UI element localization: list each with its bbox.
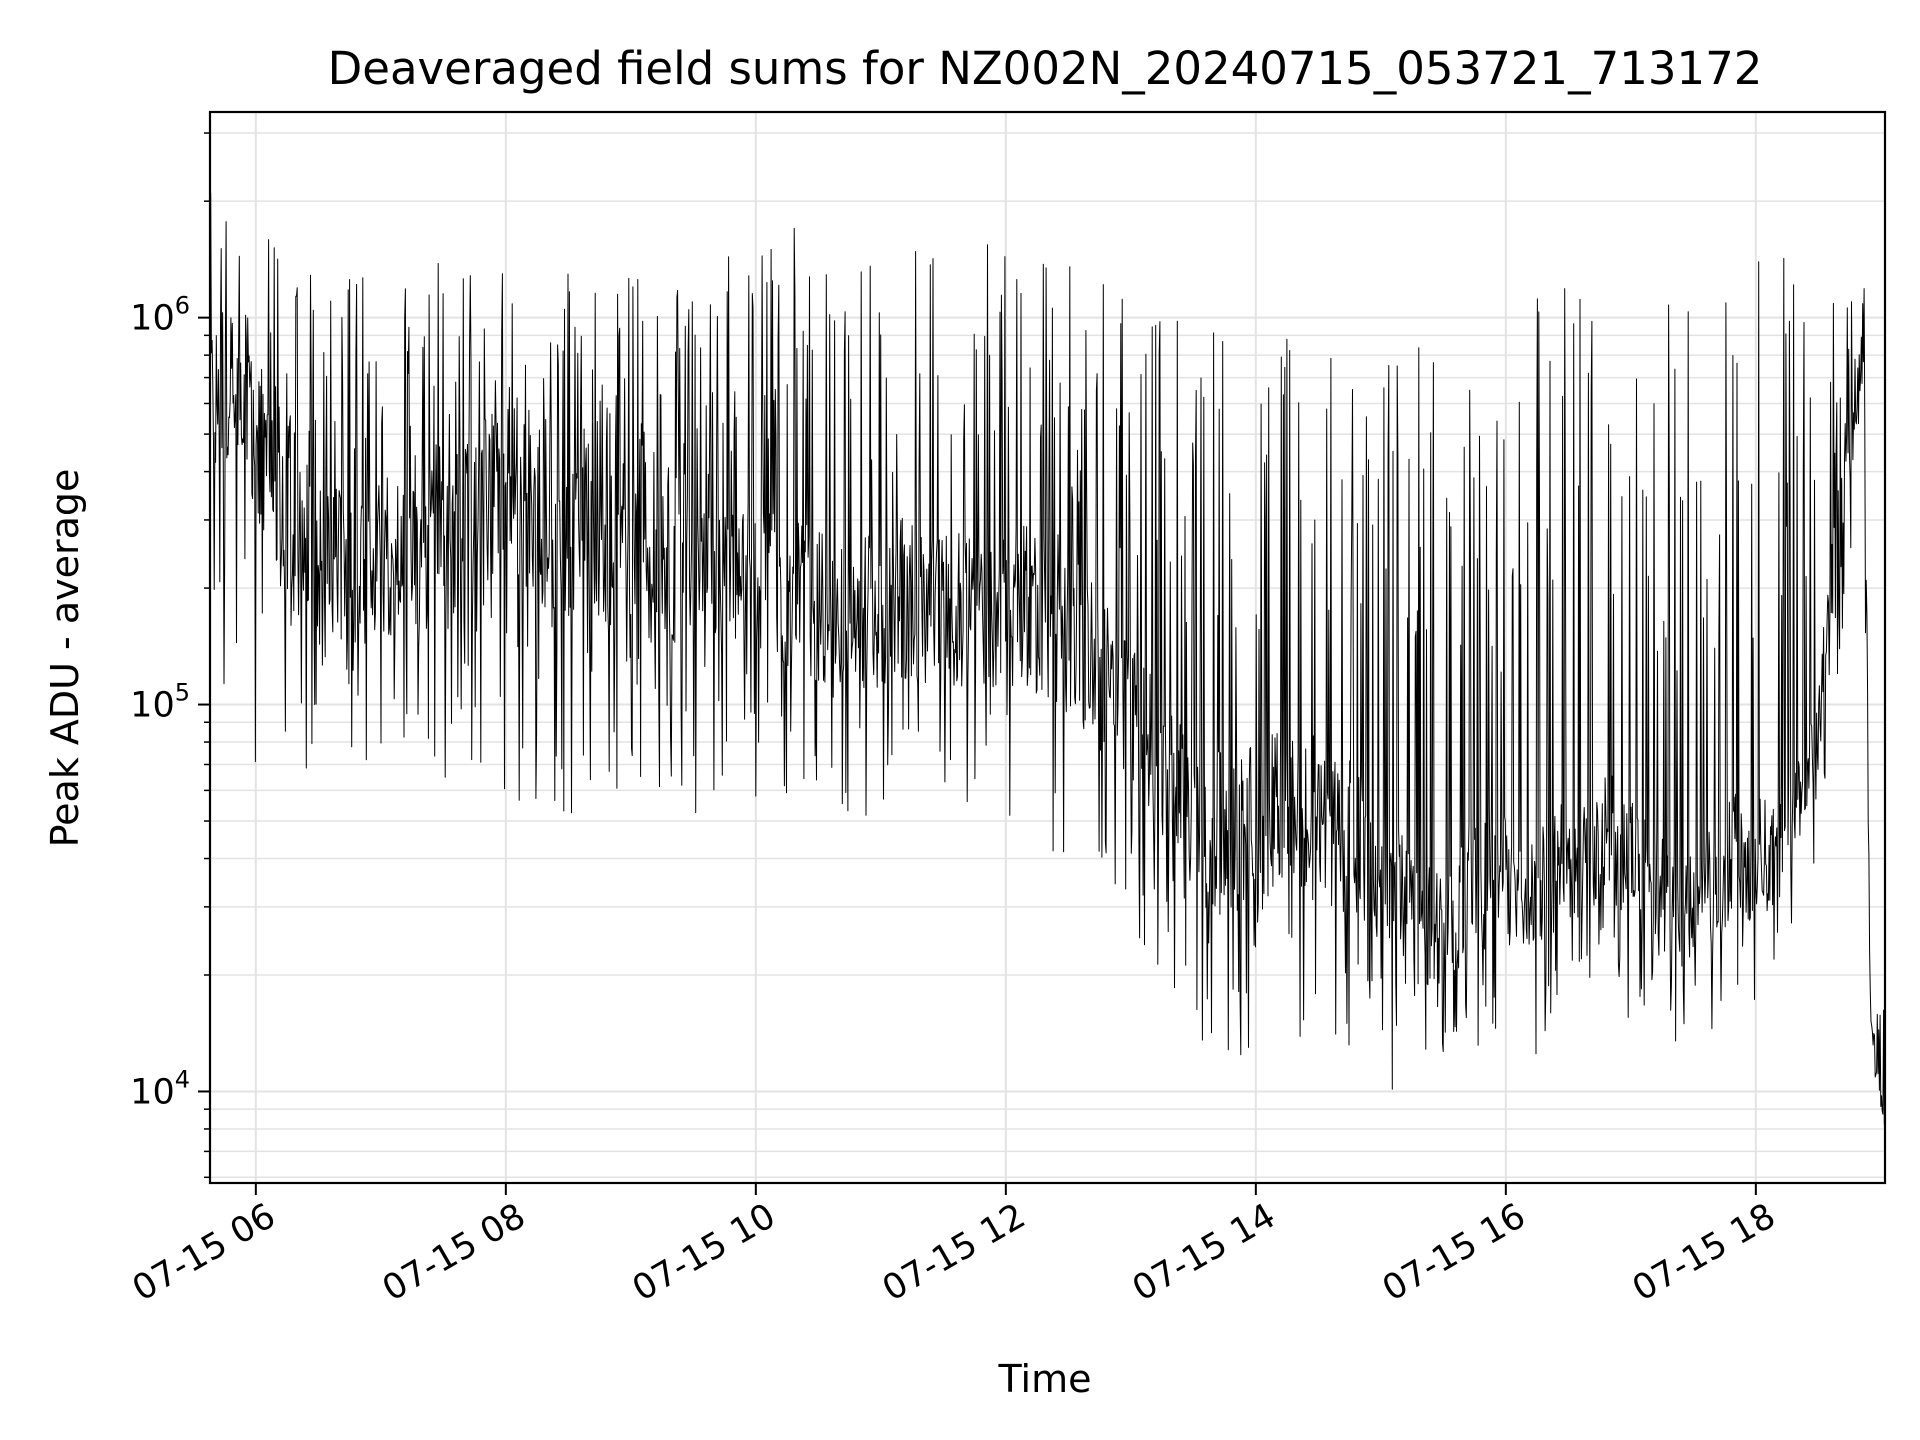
x-axis-label: Time: [998, 1357, 1092, 1401]
y-tick-label: 105: [130, 679, 190, 726]
y-tick-label: 106: [130, 292, 190, 339]
plot-frame: [208, 110, 1887, 1185]
y-axis-label: Peak ADU - average: [43, 469, 87, 848]
data-layer: [209, 192, 1886, 1132]
grid: [210, 112, 1885, 1183]
y-tick-label: 104: [130, 1065, 190, 1112]
chart-title: Deaveraged field sums for NZ002N_2024071…: [328, 42, 1763, 95]
series-line: [209, 192, 1886, 1132]
